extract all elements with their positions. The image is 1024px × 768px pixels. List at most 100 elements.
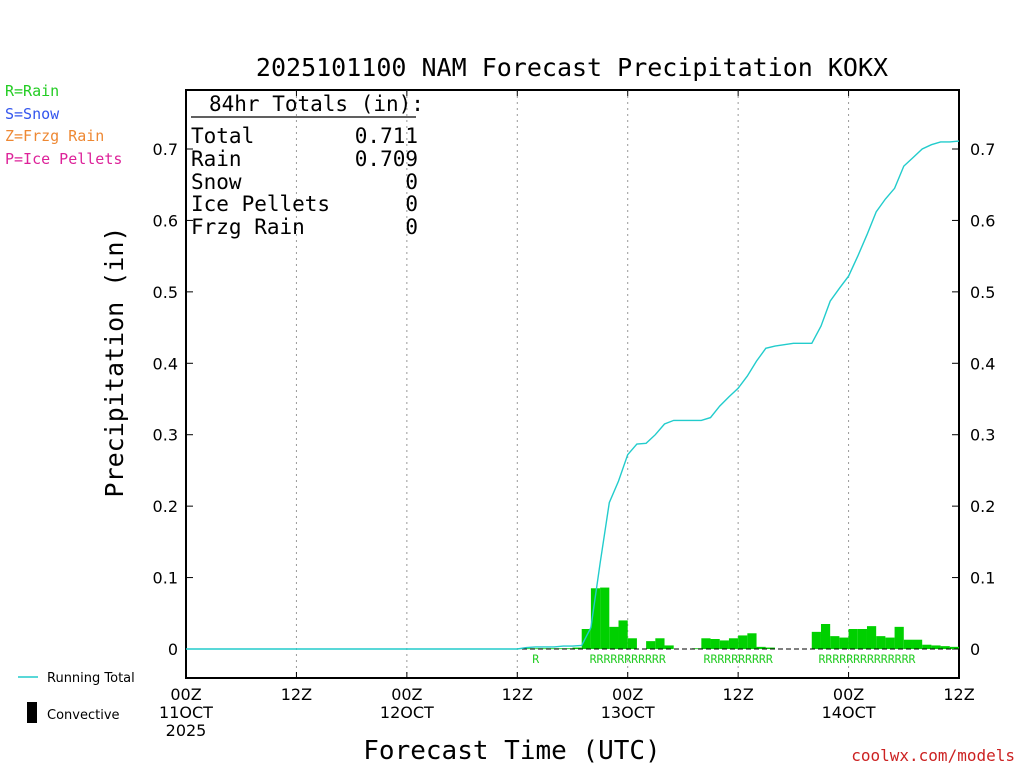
precip-bar — [839, 637, 849, 649]
precip-bar — [894, 626, 904, 649]
precip-bar — [866, 626, 877, 649]
totals-label-frzg-rain: Frzg Rain — [191, 215, 305, 239]
x-tick-label: 12Z — [722, 685, 753, 704]
y-axis-label: Precipitation (in) — [100, 227, 129, 498]
gridlines — [295, 90, 850, 678]
x-tick-label: 00Z — [833, 685, 864, 704]
precip-bar — [719, 640, 729, 649]
y-tick-label-left: 0 — [168, 640, 178, 659]
precip-bar — [710, 639, 720, 649]
precip-bar — [738, 635, 748, 649]
precip-bar — [692, 648, 702, 650]
totals-label-snow: Snow — [191, 170, 242, 194]
precip-bar — [609, 626, 619, 649]
y-tick-label-right: 0.7 — [970, 140, 995, 159]
key-rain: R=Rain — [5, 82, 59, 100]
precip-bar — [655, 638, 665, 649]
y-tick-label-right: 0.6 — [970, 211, 995, 230]
hourly-precip-bars — [517, 587, 959, 650]
totals-header: 84hr Totals (in): — [209, 92, 424, 116]
precip-bar — [756, 646, 766, 649]
precip-type-labels: R RRRRRRRRRRR RRRRRRRRRR RRRRRRRRRRRRRR — [532, 652, 915, 666]
precip-bar — [830, 636, 840, 649]
precip-bar — [563, 648, 573, 650]
precip-bar — [581, 629, 591, 649]
precip-type-label: R — [532, 652, 539, 666]
precip-bar — [728, 638, 739, 649]
totals-label-rain: Rain — [191, 147, 242, 171]
precip-bar — [618, 620, 628, 649]
x-tick-label: 00Z — [612, 685, 643, 704]
precip-bar — [876, 636, 886, 649]
precip-bar — [903, 639, 913, 649]
precip-type-label: RRRRRRRRRRR — [590, 652, 666, 666]
precip-bar — [885, 637, 895, 649]
totals-box: 84hr Totals (in): Total 0.711 Rain 0.709… — [191, 92, 424, 239]
y-tick-label-left: 0.5 — [153, 283, 178, 302]
convective-legend-label: Convective — [47, 708, 120, 723]
x-tick-label: 12Z — [502, 685, 533, 704]
x-tick-label: 13OCT — [601, 703, 655, 722]
totals-value-snow: 0 — [405, 170, 418, 194]
x-tick-label: 12Z — [281, 685, 312, 704]
precip-type-label: RRRRRRRRRR — [704, 652, 773, 666]
precip-bar — [600, 587, 610, 649]
x-tick-label: 2025 — [166, 721, 207, 740]
precip-bar — [820, 624, 831, 649]
y-tick-label-right: 0.2 — [970, 497, 995, 516]
y-tick-label-right: 0.1 — [970, 569, 995, 588]
running-total-line — [186, 140, 960, 650]
x-tick-label: 00Z — [170, 685, 201, 704]
y-tick-label-right: 0 — [970, 640, 980, 659]
y-tick-label-left: 0.7 — [153, 140, 178, 159]
credit-text: coolwx.com/models — [851, 746, 1015, 765]
precip-bar — [747, 633, 757, 649]
precip-bar — [912, 639, 923, 649]
plot-frame — [185, 89, 960, 679]
x-tick-label: 14OCT — [822, 703, 876, 722]
precip-bar — [664, 645, 674, 649]
totals-value-ice-pellets: 0 — [405, 192, 418, 216]
precip-bar — [765, 647, 775, 649]
precip-bar — [590, 588, 601, 649]
y-tick-label-right: 0.5 — [970, 283, 995, 302]
precip-bar — [701, 638, 711, 649]
precip-bar — [627, 638, 637, 649]
y-tick-label-left: 0.3 — [153, 426, 178, 445]
precip-bar — [922, 644, 932, 649]
y-tick-label-left: 0.2 — [153, 497, 178, 516]
convective-legend-swatch — [27, 702, 37, 723]
precip-bar — [646, 641, 656, 649]
totals-value-total: 0.711 — [355, 124, 418, 148]
key-snow: S=Snow — [5, 105, 60, 123]
totals-label-ice-pellets: Ice Pellets — [191, 192, 330, 216]
precip-bar — [949, 646, 959, 649]
precip-type-key: R=Rain S=Snow Z=Frzg Rain P=Ice Pellets — [5, 82, 122, 168]
y-tick-label-right: 0.3 — [970, 426, 995, 445]
y-tick-label-left: 0.1 — [153, 569, 178, 588]
totals-value-frzg-rain: 0 — [405, 215, 418, 239]
precip-bar — [931, 645, 941, 649]
key-frzg-rain: Z=Frzg Rain — [5, 127, 104, 145]
x-tick-label: 00Z — [391, 685, 422, 704]
running-total-legend-label: Running Total — [47, 671, 135, 686]
precip-type-label: RRRRRRRRRRRRRR — [819, 652, 916, 666]
x-tick-label: 12OCT — [380, 703, 434, 722]
precip-bar — [572, 647, 582, 649]
precip-bar — [857, 629, 867, 649]
totals-value-rain: 0.709 — [355, 147, 418, 171]
y-tick-label-left: 0.6 — [153, 211, 178, 230]
y-axis-ticks: 0 00.1 0.10.2 0.20.3 0.30.4 0.40.5 0.50.6 0.60.… — [153, 140, 996, 659]
chart-title: 2025101100 NAM Forecast Precipitation KO… — [256, 53, 888, 82]
precip-bar — [940, 646, 950, 649]
totals-label-total: Total — [191, 124, 254, 148]
precip-bar — [848, 629, 858, 649]
precip-bar — [811, 631, 821, 649]
x-axis-label: Forecast Time (UTC) — [363, 736, 660, 766]
key-ice-pellets: P=Ice Pellets — [5, 150, 122, 168]
x-tick-label: 11OCT — [159, 703, 213, 722]
y-tick-label-right: 0.4 — [970, 354, 995, 373]
x-tick-label: 12Z — [943, 685, 974, 704]
